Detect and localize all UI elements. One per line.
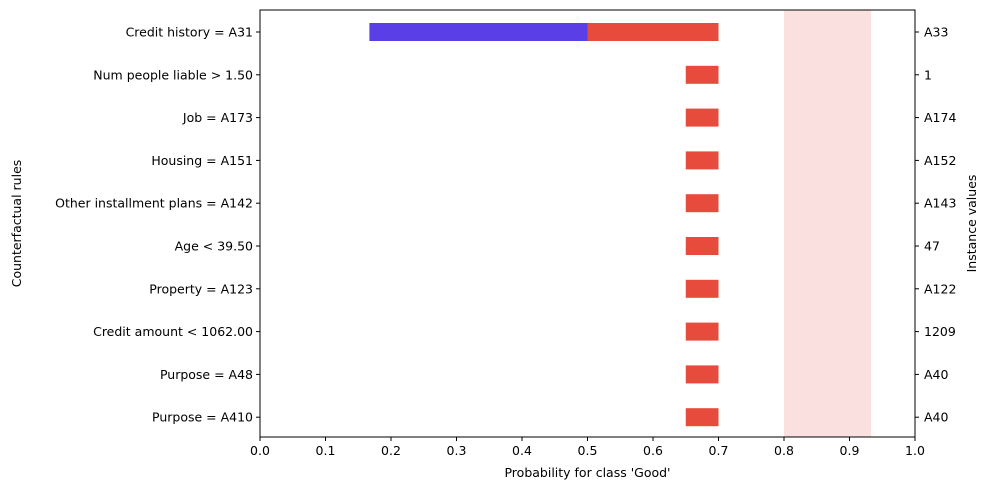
instance-value-label: A174 <box>924 110 956 125</box>
rule-label: Job = A173 <box>182 110 253 125</box>
bars-layer <box>369 23 719 427</box>
x-tick-label: 0.2 <box>381 443 401 458</box>
bar-red-0 <box>587 23 719 41</box>
bar-red-5 <box>685 237 719 255</box>
x-tick-label: 1.0 <box>905 443 925 458</box>
y2-axis-title: Instance values <box>964 175 979 273</box>
shaded-region <box>784 10 872 437</box>
x-tick-label: 0.8 <box>774 443 794 458</box>
bar-red-1 <box>685 65 719 84</box>
instance-value-label: A152 <box>924 153 956 168</box>
bar-red-6 <box>685 279 719 298</box>
rule-label: Age < 39.50 <box>175 239 253 254</box>
bar-red-9 <box>685 408 719 427</box>
x-ticks: 0.0 0.1 0.2 0.3 0.4 0.5 0.6 0.7 0.8 0.9 1.0 <box>250 437 925 458</box>
rule-label: Purpose = A48 <box>160 367 253 382</box>
rule-label: Num people liable > 1.50 <box>93 67 253 82</box>
instance-value-label: A122 <box>924 281 956 296</box>
x-tick-label: 0.0 <box>250 443 270 458</box>
y-axis-title: Counterfactual rules <box>9 160 24 288</box>
x-tick-label: 0.3 <box>447 443 467 458</box>
x-tick-label: 0.6 <box>643 443 663 458</box>
shade-layer <box>784 10 872 437</box>
rule-labels: Credit history = A31 Num people liable > … <box>55 25 260 425</box>
bar-red-2 <box>685 108 719 127</box>
x-tick-label: 0.1 <box>316 443 336 458</box>
rule-label: Housing = A151 <box>151 153 253 168</box>
instance-value-label: A40 <box>924 410 949 425</box>
rule-label: Credit history = A31 <box>126 25 253 40</box>
bar-red-7 <box>685 322 719 341</box>
x-axis-title: Probability for class 'Good' <box>504 465 670 480</box>
instance-value-labels: A33 1 A174 A152 A143 47 A122 1209 A40 A40 <box>915 25 956 425</box>
x-tick-label: 0.5 <box>578 443 598 458</box>
x-tick-label: 0.4 <box>512 443 532 458</box>
bar-red-8 <box>685 365 719 384</box>
instance-value-label: 1 <box>924 67 932 82</box>
bar-blue-0 <box>369 23 588 41</box>
instance-value-label: 1209 <box>924 324 956 339</box>
bar-red-4 <box>685 194 719 213</box>
rule-label: Credit amount < 1062.00 <box>93 324 253 339</box>
instance-value-label: A143 <box>924 196 956 211</box>
rule-label: Purpose = A410 <box>152 410 253 425</box>
instance-value-label: A33 <box>924 25 948 40</box>
instance-value-label: 47 <box>924 239 940 254</box>
x-tick-label: 0.9 <box>840 443 860 458</box>
x-tick-label: 0.7 <box>709 443 729 458</box>
instance-value-label: A40 <box>924 367 949 382</box>
rule-label: Property = A123 <box>149 281 253 296</box>
rule-label: Other installment plans = A142 <box>55 196 253 211</box>
bar-red-3 <box>685 151 719 170</box>
